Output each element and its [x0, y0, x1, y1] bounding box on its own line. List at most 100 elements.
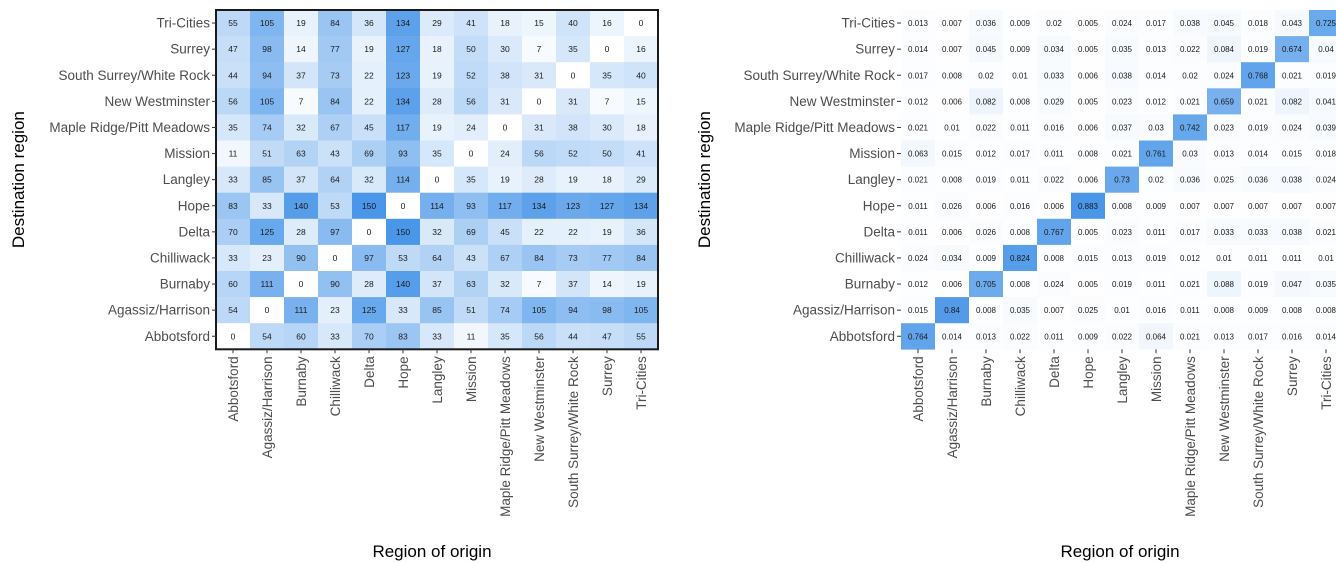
heatmap-cell: [454, 10, 489, 37]
heatmap-cell: [1003, 297, 1038, 324]
cell-value-label: 24: [500, 149, 510, 159]
heatmap-cell: [1173, 166, 1208, 193]
cell-value-label: 0.007: [1282, 202, 1303, 211]
heatmap-cell: [522, 140, 557, 167]
cell-value-label: 0.015: [908, 306, 929, 315]
heatmap-cell: [556, 10, 591, 37]
cell-value-label: 18: [432, 44, 442, 54]
cell-value-label: 36: [636, 227, 646, 237]
cell-value-label: 0.008: [1010, 97, 1031, 106]
cell-value-label: 0.036: [1248, 176, 1269, 185]
heatmap-cell: [318, 271, 353, 298]
cell-value-label: 0.015: [1078, 254, 1099, 263]
y-tick-label: Agassiz/Harrison: [793, 303, 895, 318]
heatmap-cell: [1241, 10, 1276, 37]
heatmap-cell: [1003, 244, 1038, 272]
heatmap-cell: [1275, 114, 1310, 141]
heatmap-cell: [1105, 10, 1140, 37]
heatmap-cell: [1241, 88, 1276, 115]
heatmap-cell: [352, 297, 387, 324]
cell-value-label: 0.012: [1146, 97, 1167, 106]
cell-value-label: 43: [330, 149, 340, 159]
heatmap-cell: [386, 244, 421, 272]
heatmap-cell: [1003, 88, 1038, 115]
heatmap-cell: [969, 192, 1004, 220]
cell-value-label: 0.761: [1146, 150, 1167, 159]
heatmap-cell: [935, 166, 970, 193]
cell-value-label: 40: [636, 70, 646, 80]
heatmap-cell: [1071, 218, 1106, 246]
cell-value-label: 53: [330, 201, 340, 211]
cell-value-label: 0.022: [1180, 45, 1201, 54]
heatmap-cell: [1173, 192, 1208, 220]
heatmap-cell: [1241, 323, 1276, 350]
x-axis-title: Region of origin: [1060, 542, 1179, 561]
heatmap-cell: [454, 218, 489, 246]
cell-value-label: 0.011: [908, 202, 928, 211]
cell-value-label: 0.019: [1316, 71, 1336, 80]
heatmap-cell: [352, 10, 387, 37]
cell-value-label: 64: [330, 175, 340, 185]
cell-value-label: 74: [500, 305, 510, 315]
heatmap-cell: [386, 166, 421, 193]
y-tick-label: Surrey: [170, 42, 210, 57]
cell-value-label: 105: [532, 305, 546, 315]
heatmap-cell: [1139, 36, 1174, 63]
heatmap-cell: [216, 36, 251, 63]
heatmap-cell: [216, 140, 251, 167]
x-tick-label: Surrey: [600, 356, 615, 396]
cell-value-label: 0.01: [944, 123, 960, 132]
heatmap-cell: [1071, 140, 1106, 167]
heatmap-cell: [556, 244, 591, 272]
heatmap-cell: [624, 10, 659, 37]
heatmap-cell: [216, 114, 251, 141]
heatmap-cell: [318, 297, 353, 324]
heatmap-cell: [556, 271, 591, 298]
heatmap-cell: [1139, 192, 1174, 220]
cell-value-label: 0.008: [942, 176, 963, 185]
heatmap-cell: [454, 297, 489, 324]
heatmap-cell: [488, 166, 523, 193]
cell-value-label: 114: [396, 175, 410, 185]
heatmap-cell: [216, 192, 251, 220]
heatmap-cell: [318, 218, 353, 246]
cell-value-label: 0: [333, 253, 338, 263]
heatmap-cell: [969, 62, 1004, 89]
heatmap-cell: [969, 140, 1004, 167]
heatmap-cell: [590, 218, 625, 246]
cell-value-label: 18: [602, 175, 612, 185]
heatmap-cell: [454, 271, 489, 298]
cell-value-label: 0.008: [1010, 280, 1031, 289]
heatmap-cell: [1071, 88, 1106, 115]
y-tick-label: South Surrey/White Rock: [743, 68, 895, 83]
cell-value-label: 37: [296, 70, 306, 80]
heatmap-cell: [624, 114, 659, 141]
y-axis: Tri-Cities Surrey South Surrey/White Rock N…: [734, 16, 901, 344]
heatmap-cell: [590, 10, 625, 37]
cell-value-label: 0.034: [942, 254, 963, 263]
cell-value-label: 69: [466, 227, 476, 237]
cell-value-label: 19: [432, 122, 442, 132]
heatmap-cell: [590, 244, 625, 272]
cell-value-label: 0: [435, 175, 440, 185]
cell-value-label: 0.007: [942, 45, 963, 54]
heatmap-cell: [250, 140, 285, 167]
cell-value-label: 33: [398, 305, 408, 315]
heatmap-cell: [1003, 166, 1038, 193]
cell-value-label: 0.015: [1282, 150, 1303, 159]
heatmap-cell: [935, 140, 970, 167]
cell-value-label: 94: [262, 70, 272, 80]
cell-value-label: 0.088: [1214, 280, 1235, 289]
heatmap-cell: [935, 244, 970, 272]
cell-value-label: 0.014: [942, 332, 963, 341]
cell-value-label: 0.011: [1180, 306, 1200, 315]
heatmap-cell: [1275, 297, 1310, 324]
heatmap-cell: [1241, 218, 1276, 246]
heatmap-cell: [1173, 323, 1208, 350]
heatmap-cell: [454, 244, 489, 272]
cell-value-label: 60: [228, 279, 238, 289]
cell-value-label: 19: [364, 44, 374, 54]
heatmap-cell: [1309, 10, 1336, 37]
heatmap-cell: [488, 192, 523, 220]
cell-value-label: 0.006: [976, 202, 997, 211]
